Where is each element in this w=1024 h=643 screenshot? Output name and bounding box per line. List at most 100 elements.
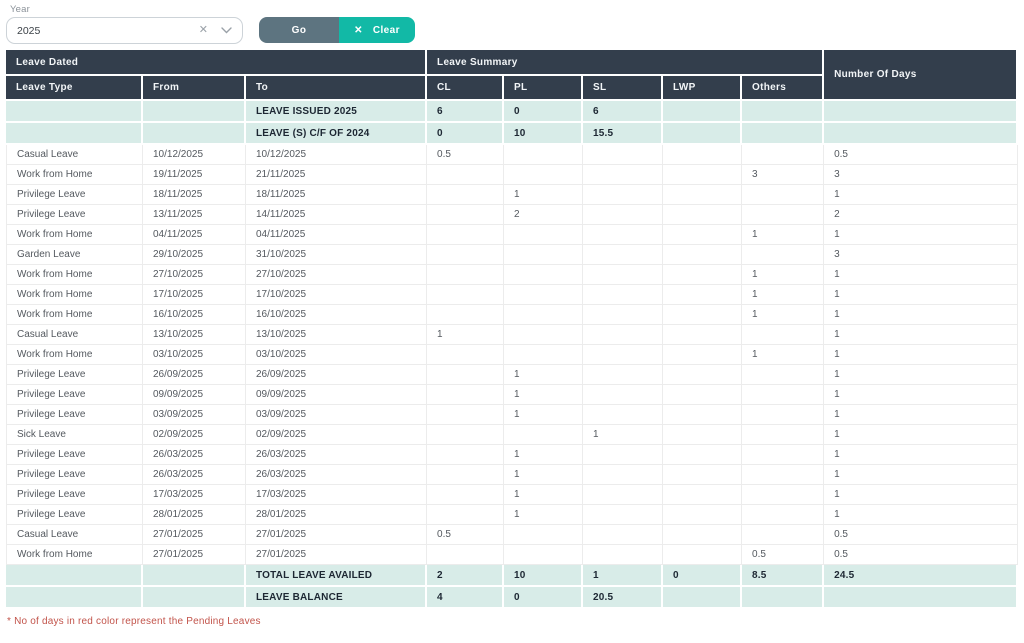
cell-pl — [504, 225, 584, 245]
leave-table: Leave Dated Leave Summary Number Of Days… — [6, 50, 1019, 609]
cell-others — [742, 425, 825, 445]
cell-sl — [583, 365, 664, 385]
cell-type: Privilege Leave — [6, 445, 143, 465]
cell-from: 17/03/2025 — [143, 485, 246, 505]
cell-sl — [583, 145, 664, 165]
header-leave-summary: Leave Summary — [427, 50, 825, 76]
cell-others — [742, 101, 825, 123]
cell-lwp — [663, 225, 743, 245]
year-field: Year 2025 ✕ — [6, 4, 243, 44]
cell-from: 13/11/2025 — [143, 205, 246, 225]
cell-from: 28/01/2025 — [143, 505, 246, 525]
cell-type — [6, 123, 143, 145]
cell-days: 1 — [824, 325, 1019, 345]
cell-from: 03/10/2025 — [143, 345, 246, 365]
header-leave-type: Leave Type — [6, 76, 143, 101]
clear-icon: ✕ — [354, 24, 363, 36]
cell-pl: 1 — [504, 505, 584, 525]
cell-lwp — [663, 185, 743, 205]
cell-cl — [427, 305, 505, 325]
cell-type: Privilege Leave — [6, 405, 143, 425]
cell-label: LEAVE ISSUED 2025 — [246, 101, 428, 123]
cell-others: 0.5 — [742, 545, 825, 565]
cell-sl — [583, 305, 664, 325]
cell-pl: 10 — [504, 123, 584, 145]
cell-lwp — [663, 525, 743, 545]
cell-lwp — [663, 145, 743, 165]
cell-days: 1 — [824, 405, 1019, 425]
cell-cl — [427, 385, 505, 405]
cell-others — [742, 385, 825, 405]
go-button[interactable]: Go — [259, 17, 339, 43]
cell-to: 09/09/2025 — [246, 385, 428, 405]
chevron-down-icon[interactable] — [221, 27, 232, 34]
cell-cl — [427, 285, 505, 305]
cell-cl — [427, 545, 505, 565]
cell-others — [742, 365, 825, 385]
table-row: Work from Home 27/10/2025 27/10/2025 1 1 — [6, 265, 1019, 285]
cell-type: Privilege Leave — [6, 385, 143, 405]
cell-cl: 0.5 — [427, 145, 505, 165]
cell-from: 26/03/2025 — [143, 445, 246, 465]
cell-lwp — [663, 485, 743, 505]
cell-from: 18/11/2025 — [143, 185, 246, 205]
cell-lwp — [663, 365, 743, 385]
filter-buttons: Go ✕ Clear — [259, 17, 415, 43]
cell-pl: 2 — [504, 205, 584, 225]
cell-from — [143, 101, 246, 123]
cell-sl — [583, 485, 664, 505]
cell-from: 02/09/2025 — [143, 425, 246, 445]
cell-cl — [427, 365, 505, 385]
cell-pl — [504, 545, 584, 565]
cell-lwp — [663, 405, 743, 425]
cell-others: 1 — [742, 285, 825, 305]
cell-type: Work from Home — [6, 285, 143, 305]
cell-from: 16/10/2025 — [143, 305, 246, 325]
cell-sl — [583, 345, 664, 365]
cell-to: 17/03/2025 — [246, 485, 428, 505]
cell-sl — [583, 465, 664, 485]
summary-row: TOTAL LEAVE AVAILED 2 10 1 0 8.5 24.5 — [6, 565, 1019, 587]
cell-from: 26/03/2025 — [143, 465, 246, 485]
cell-from: 10/12/2025 — [143, 145, 246, 165]
cell-cl — [427, 245, 505, 265]
clear-button[interactable]: ✕ Clear — [339, 17, 415, 43]
cell-lwp — [663, 305, 743, 325]
cell-others — [742, 405, 825, 425]
cell-from — [143, 587, 246, 609]
cell-cl — [427, 425, 505, 445]
cell-cl — [427, 445, 505, 465]
table-row: Privilege Leave 28/01/2025 28/01/2025 1 1 — [6, 505, 1019, 525]
table-row: Privilege Leave 03/09/2025 03/09/2025 1 1 — [6, 405, 1019, 425]
year-select-value: 2025 — [17, 24, 41, 37]
cell-type: Work from Home — [6, 345, 143, 365]
cell-days: 1 — [824, 365, 1019, 385]
table-row: Sick Leave 02/09/2025 02/09/2025 1 1 — [6, 425, 1019, 445]
cell-type: Garden Leave — [6, 245, 143, 265]
cell-pl: 0 — [504, 587, 584, 609]
cell-pl — [504, 285, 584, 305]
cell-lwp — [663, 165, 743, 185]
select-clear-icon[interactable]: ✕ — [198, 24, 208, 36]
cell-to: 17/10/2025 — [246, 285, 428, 305]
cell-cl: 6 — [427, 101, 505, 123]
cell-days: 1 — [824, 425, 1019, 445]
cell-lwp — [663, 245, 743, 265]
filter-bar: Year 2025 ✕ Go ✕ Clear — [6, 2, 1018, 44]
cell-type: Casual Leave — [6, 145, 143, 165]
cell-label: LEAVE BALANCE — [246, 587, 428, 609]
cell-type: Privilege Leave — [6, 365, 143, 385]
cell-days: 3 — [824, 165, 1019, 185]
cell-others — [742, 145, 825, 165]
table-row: Garden Leave 29/10/2025 31/10/2025 3 — [6, 245, 1019, 265]
cell-type: Privilege Leave — [6, 465, 143, 485]
cell-to: 31/10/2025 — [246, 245, 428, 265]
cell-pl — [504, 165, 584, 185]
cell-to: 27/10/2025 — [246, 265, 428, 285]
table-row: Privilege Leave 26/03/2025 26/03/2025 1 1 — [6, 445, 1019, 465]
year-select[interactable]: 2025 ✕ — [6, 17, 243, 44]
cell-pl: 1 — [504, 485, 584, 505]
cell-sl — [583, 245, 664, 265]
table-row: Privilege Leave 09/09/2025 09/09/2025 1 1 — [6, 385, 1019, 405]
cell-type: Privilege Leave — [6, 185, 143, 205]
